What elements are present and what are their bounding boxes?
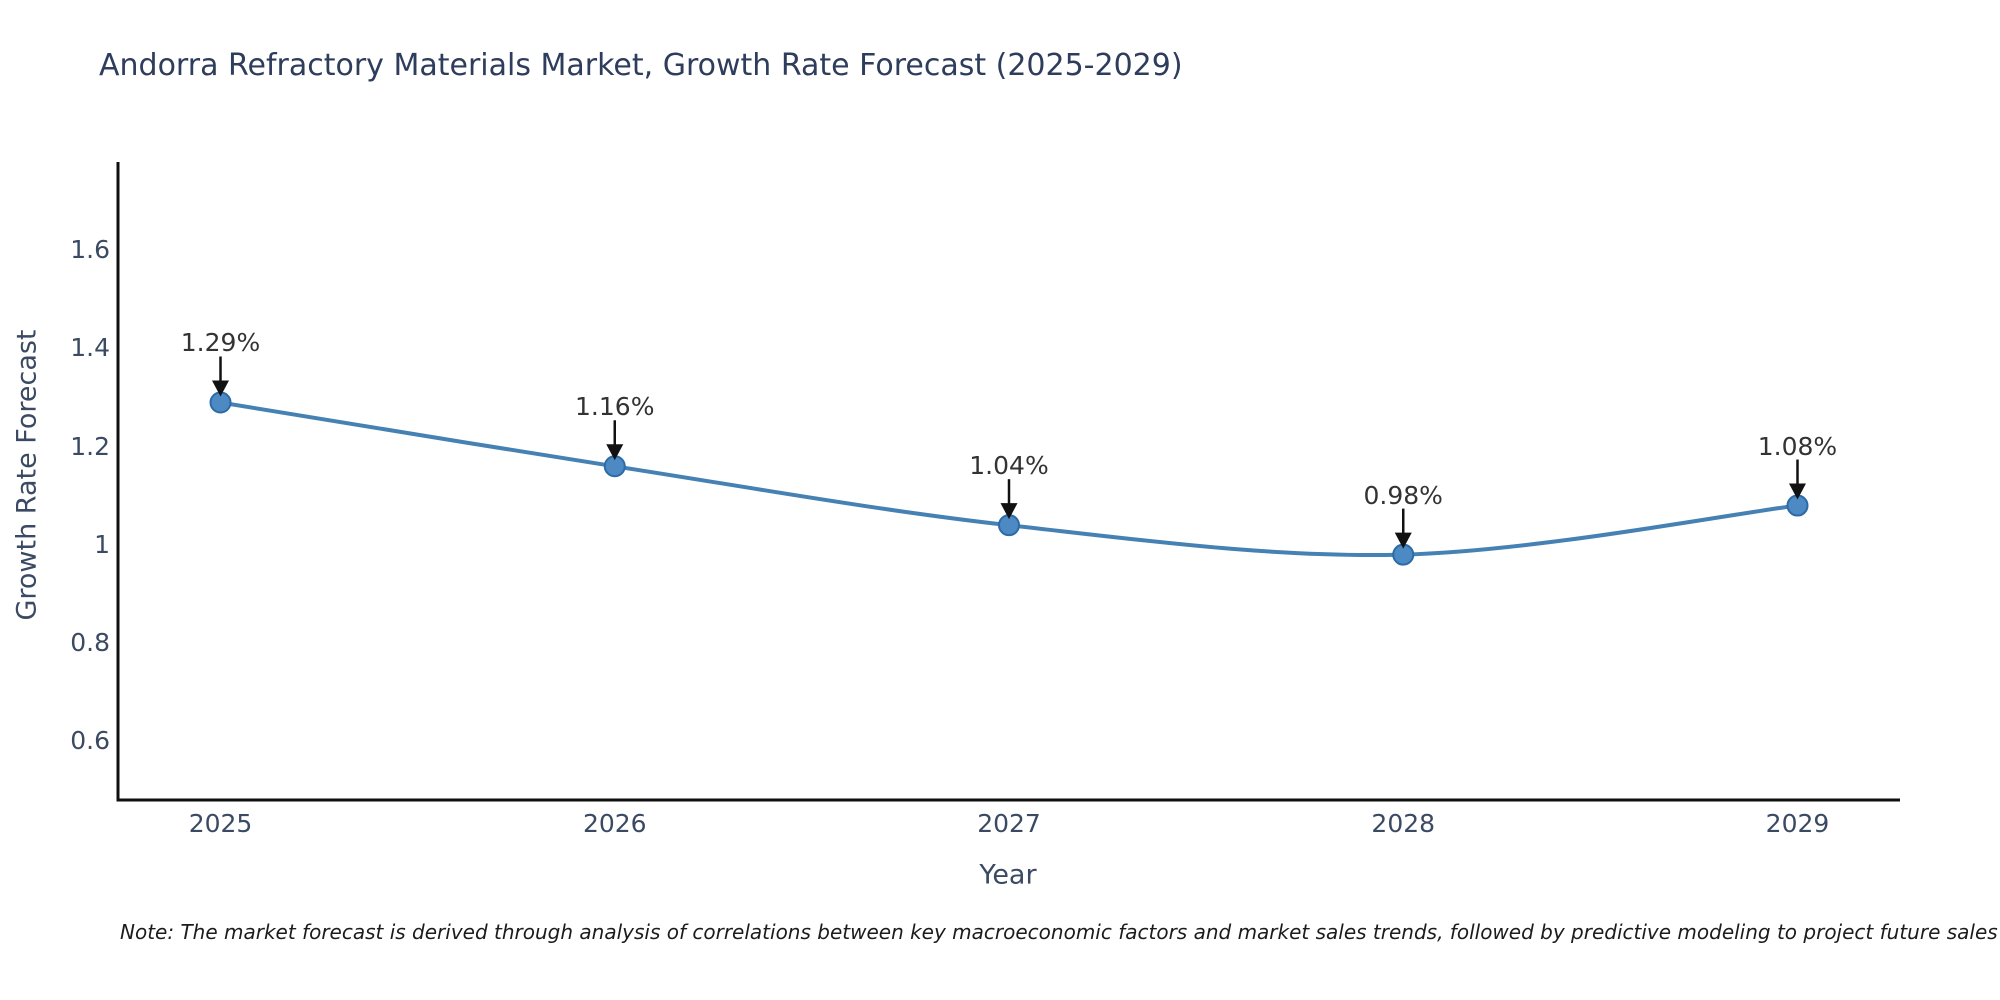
y-tick-label: 0.6 bbox=[70, 726, 110, 756]
annotation-label: 1.08% bbox=[1757, 431, 1838, 461]
annotation-label: 1.29% bbox=[180, 328, 261, 358]
y-tick-label: 1 bbox=[94, 529, 110, 559]
y-tick-label: 1.2 bbox=[70, 431, 110, 461]
y-tick-label: 1.4 bbox=[70, 333, 110, 363]
x-tick-label: 2029 bbox=[1765, 809, 1830, 838]
y-tick-label: 1.6 bbox=[70, 235, 110, 265]
annotation-arrowhead bbox=[1788, 483, 1806, 500]
footnote-text: Note: The market forecast is derived thr… bbox=[120, 920, 1998, 944]
x-axis-title: Year bbox=[979, 859, 1037, 891]
annotation-label: 0.98% bbox=[1363, 480, 1443, 510]
x-tick-label: 2028 bbox=[1371, 809, 1436, 838]
annotation-arrowhead bbox=[606, 444, 624, 461]
y-axis-title: Growth Rate Forecast bbox=[11, 329, 43, 621]
annotation-label: 1.16% bbox=[575, 392, 655, 422]
y-tick-label: 0.8 bbox=[70, 627, 110, 657]
x-tick-label: 2027 bbox=[977, 809, 1041, 838]
x-tick-label: 2026 bbox=[582, 809, 647, 838]
annotation-arrowhead bbox=[1394, 532, 1412, 549]
annotation-arrowhead bbox=[1000, 503, 1018, 520]
chart-title: Andorra Refractory Materials Market, Gro… bbox=[99, 48, 1183, 83]
annotation-label: 1.04% bbox=[969, 451, 1049, 481]
x-tick-label: 2025 bbox=[188, 809, 253, 838]
annotation-arrowhead bbox=[212, 380, 230, 397]
